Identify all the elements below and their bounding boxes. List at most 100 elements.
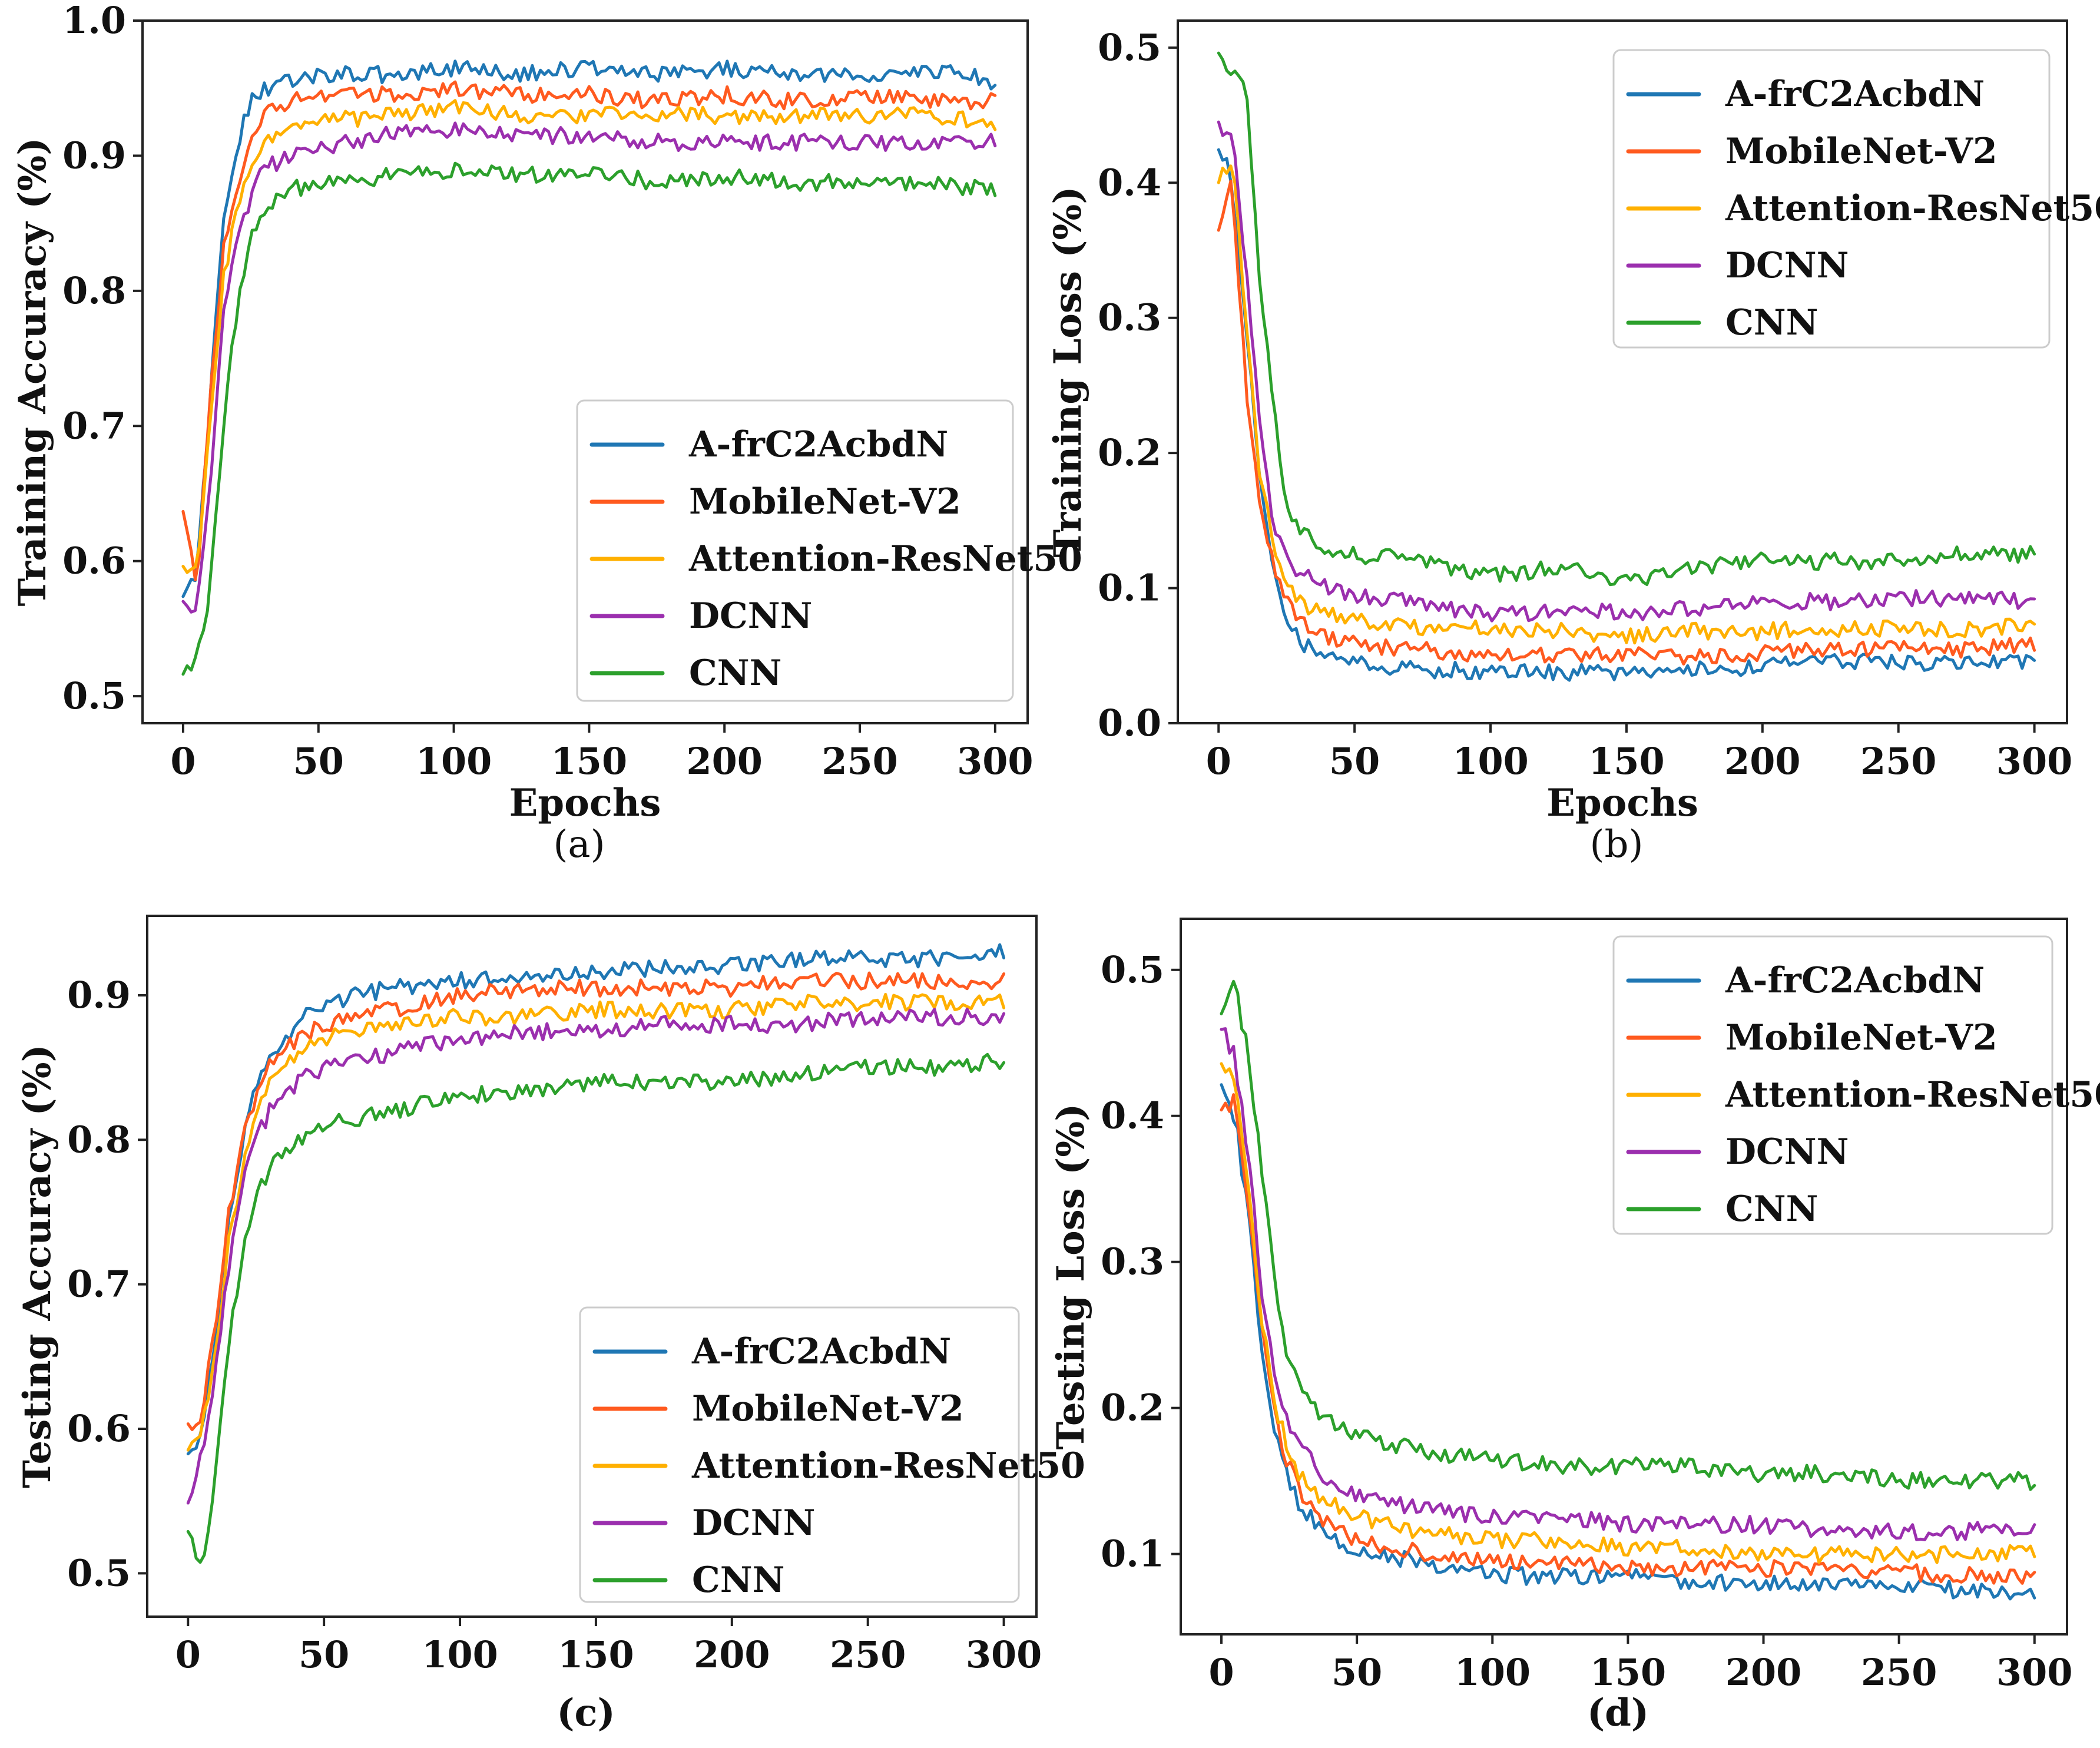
x-tick-label: 300 [957,740,1033,783]
panel-c: 0 50 100 150 200 250 300 0.5 0.6 0.7 0.8 0.9Testing… [15,915,1085,1735]
y-tick-label: 0.4 [1101,1094,1164,1137]
x-tick-label: 300 [1996,1651,2072,1694]
x-tick-label: 200 [687,740,763,783]
y-tick-label: 0.6 [62,539,126,582]
series-line-a-frc2acbdn [181,59,997,598]
x-tick-label: 250 [830,1633,906,1676]
x-tick-label: 0 [1208,1651,1234,1694]
legend-label: Attention-ResNet50 [1725,188,2100,229]
panel-b: 0 50 100 150 200 250 300 0.0 0.1 0.2 0.3 0.4 0.5 Epoc… [1046,19,2100,866]
plot-frame [1180,918,2068,1636]
plot-frame [146,915,1038,1618]
legend: A-frC2AcbdN MobileNet-V2 Attention-ResNet5… [1612,49,2100,349]
x-tick-label: 0 [175,1633,201,1676]
series-line-mobilenet-v2 [1220,1093,2036,1585]
panel-a: 0 50 100 150 200 250 300 0.5 0.6 0.7 0.8 0.9 1.0 Epoc… [11,0,1082,866]
series-line-attention-resnet50 [181,99,997,574]
legend-label: MobileNet-V2 [692,1388,964,1429]
legend: A-frC2AcbdN MobileNet-V2 Attention-ResNet5… [576,399,1082,702]
legend-box [1612,49,2051,349]
x-tick-label: 100 [1452,740,1528,783]
series-group [181,59,997,676]
x-axis-title: Epochs [509,781,661,825]
panel-d: 0 50 100 150 200 250 300 0.1 0.2 0.3 0.4 0.5 Testing… [1049,918,2100,1735]
legend-label: MobileNet-V2 [1725,131,1998,172]
series-line-cnn [186,1052,1006,1564]
x-tick-label: 100 [422,1633,498,1676]
legend: A-frC2AcbdN MobileNet-V2 Attention-ResNet5… [1612,935,2100,1235]
legend-label: A-frC2AcbdN [1725,74,1985,115]
x-tick-label: 50 [293,740,344,783]
y-tick-label: 0.4 [1098,161,1161,204]
legend-box [576,399,1014,702]
series-line-attention-resnet50 [1220,1062,2036,1564]
legend-label: A-frC2AcbdN [688,424,948,465]
legend-label: MobileNet-V2 [689,481,961,522]
y-tick-label: 0.8 [62,269,126,312]
x-tick-label: 100 [416,740,492,783]
y-tick-label: 0.5 [67,1551,131,1594]
y-tick-label: 0.6 [67,1407,131,1450]
series-group [1217,51,2036,682]
y-tick-label: 0.7 [67,1263,131,1306]
legend-label: Attention-ResNet50 [691,1445,1085,1487]
legend-label: DCNN [1725,1131,1849,1173]
legend-label: Attention-ResNet50 [688,538,1082,580]
panel-caption: (a) [553,823,605,866]
y-axis-title: Training Accuracy (%) [11,138,55,607]
x-tick-label: 150 [558,1633,634,1676]
series-line-cnn [1217,51,2036,587]
series-line-dcnn [1217,120,2036,623]
x-tick-label: 50 [299,1633,349,1676]
y-tick-label: 0.9 [67,974,131,1017]
legend-box [1612,935,2053,1235]
y-tick-label: 0.2 [1098,431,1161,474]
legend-label: CNN [692,1560,784,1601]
y-tick-label: 1.0 [62,0,126,42]
y-tick-label: 0.1 [1098,567,1161,610]
legend-label: A-frC2AcbdN [691,1331,951,1372]
x-tick-label: 200 [694,1633,770,1676]
series-line-attention-resnet50 [1217,164,2036,645]
series-line-a-frc2acbdn [186,943,1006,1456]
plot-frame [1177,19,2068,724]
series-line-cnn [181,161,997,676]
series-group [1220,979,2036,1601]
series-line-mobilenet-v2 [1217,179,2036,666]
y-tick-label: 0.2 [1101,1386,1164,1429]
x-axis-title: Epochs [1546,781,1698,825]
panel-caption: (b) [1590,823,1644,866]
y-tick-label: 0.0 [1098,701,1161,744]
x-tick-label: 50 [1329,740,1380,783]
series-line-cnn [1220,979,2036,1491]
legend: A-frC2AcbdN MobileNet-V2 Attention-ResNet5… [579,1306,1085,1603]
x-tick-label: 250 [1860,740,1936,783]
legend-label: DCNN [692,1502,815,1544]
x-tick-label: 250 [822,740,897,783]
series-line-mobilenet-v2 [181,80,997,582]
y-tick-label: 0.7 [62,404,126,447]
y-axis-title: Testing Accuracy (%) [15,1044,59,1488]
y-tick-label: 0.3 [1101,1240,1164,1283]
y-tick-label: 0.9 [62,134,126,177]
y-axis-title: Training Loss (%) [1046,186,1090,557]
y-tick-label: 0.5 [1098,26,1161,69]
plot-frame [141,19,1029,724]
x-tick-label: 0 [170,740,196,783]
series-line-dcnn [181,121,997,614]
series-line-dcnn [186,1007,1006,1505]
series-line-attention-resnet50 [186,992,1006,1452]
x-tick-label: 200 [1724,740,1800,783]
x-tick-label: 300 [966,1633,1042,1676]
y-tick-label: 0.8 [67,1118,131,1161]
y-axis-title: Testing Loss (%) [1049,1104,1093,1450]
x-tick-label: 150 [1588,740,1664,783]
legend-label: CNN [1725,302,1818,343]
legend-label: CNN [1725,1188,1818,1230]
panel-caption: (d) [1587,1691,1649,1735]
x-tick-label: 250 [1861,1651,1937,1694]
y-tick-label: 0.5 [1101,948,1164,991]
y-tick-label: 0.1 [1101,1532,1164,1575]
legend-label: DCNN [689,595,812,637]
